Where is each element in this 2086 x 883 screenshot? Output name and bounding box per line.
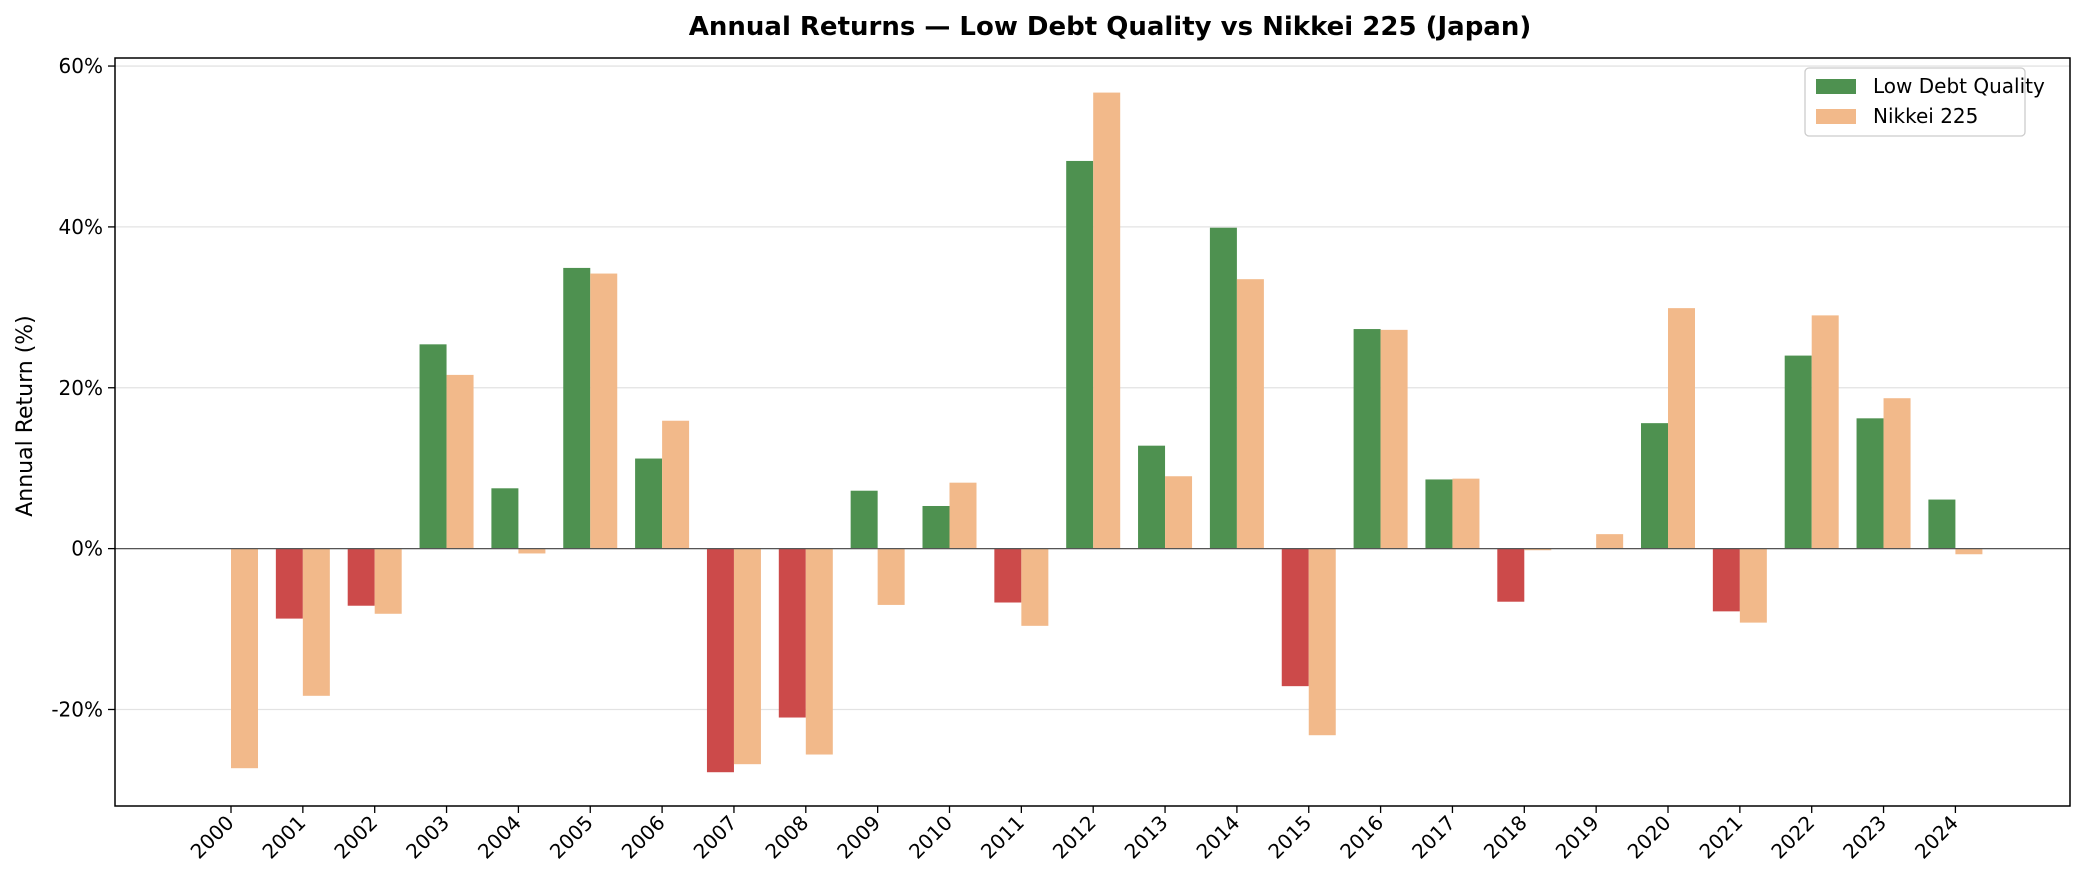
bar-nikkei-225-2017 [1452,478,1480,549]
bar-nikkei-225-2012 [1093,92,1121,549]
bar-nikkei-225-2009 [877,548,905,605]
legend-label: Nikkei 225 [1873,104,1978,128]
bar-nikkei-225-2015 [1308,548,1336,736]
x-tick-label: 2021 [1694,811,1747,864]
bar-nikkei-225-2023 [1883,398,1911,549]
bar-nikkei-225-2019 [1596,534,1624,549]
bar-low-debt-quality-2006 [635,458,663,549]
bar-low-debt-quality-2003 [419,344,447,549]
x-tick-label: 2012 [1048,811,1101,864]
x-tick-label: 2011 [976,811,1029,864]
bar-nikkei-225-2004 [518,548,546,554]
y-tick-label: 60% [59,54,103,78]
legend-box [1804,67,2026,137]
bars [231,92,1983,773]
bar-low-debt-quality-2018 [1497,548,1525,602]
x-tick-label: 2017 [1407,811,1460,864]
x-tick-label: 2023 [1838,811,1891,864]
bar-nikkei-225-2013 [1165,476,1193,549]
x-tick-label: 2000 [186,811,239,864]
legend-swatch [1816,109,1856,124]
bar-nikkei-225-2020 [1668,308,1695,549]
bar-low-debt-quality-2014 [1209,227,1237,549]
bar-low-debt-quality-2013 [1138,445,1166,549]
x-tick-label: 2001 [257,811,310,864]
bar-low-debt-quality-2004 [491,488,519,549]
bar-low-debt-quality-2024 [1928,499,1956,549]
x-tick-label: 2016 [1335,811,1388,864]
x-tick-label: 2007 [689,811,742,864]
x-tick-label: 2003 [401,811,454,864]
x-tick-label: 2002 [329,811,382,864]
x-tick-label: 2019 [1551,811,1604,864]
y-tick-label: 20% [59,376,103,400]
bar-low-debt-quality-2023 [1856,418,1884,549]
bar-low-debt-quality-2017 [1425,479,1453,549]
bar-low-debt-quality-2001 [275,548,303,619]
legend-swatch [1816,79,1856,94]
legend-label: Low Debt Quality [1873,74,2045,98]
y-axis-ticks: -20% 0% 20% 40% 60% [51,54,115,721]
bar-low-debt-quality-2002 [347,548,375,606]
bar-low-debt-quality-2022 [1784,355,1812,549]
x-tick-label: 2008 [760,811,813,864]
y-tick-label: 0% [71,537,103,561]
bar-nikkei-225-2001 [302,548,330,696]
bar-low-debt-quality-2011 [994,548,1022,603]
bar-nikkei-225-2002 [374,548,402,614]
x-tick-label: 2024 [1910,811,1963,864]
bar-low-debt-quality-2021 [1712,548,1740,612]
x-tick-label: 2005 [545,811,598,864]
y-tick-label: 40% [59,215,103,239]
bar-nikkei-225-2014 [1236,279,1264,549]
axes [114,57,2071,807]
x-axis-ticks: 2000 2001 2002 2003 2004 2005 2006 2007 2008 2009… [186,806,1963,864]
bar-nikkei-225-2003 [446,374,474,549]
y-axis-label: Annual Return (%) [13,315,38,517]
legend: Low Debt Quality Nikkei 225 [1804,67,2045,137]
y-tick-label: -20% [51,697,103,721]
bar-nikkei-225-2005 [590,273,618,549]
bar-nikkei-225-2016 [1380,329,1408,549]
bar-low-debt-quality-2012 [1066,160,1094,549]
bar-low-debt-quality-2016 [1353,329,1381,549]
x-tick-label: 2010 [904,811,957,864]
bar-nikkei-225-2021 [1739,548,1767,623]
bar-low-debt-quality-2005 [563,267,591,549]
x-tick-label: 2022 [1766,811,1819,864]
x-tick-label: 2018 [1479,811,1532,864]
x-tick-label: 2004 [473,811,526,864]
bar-nikkei-225-2024 [1955,548,1983,555]
bar-nikkei-225-2008 [805,548,833,755]
bar-low-debt-quality-2008 [778,548,806,718]
x-tick-label: 2009 [832,811,885,864]
bar-nikkei-225-2007 [733,548,761,765]
x-tick-label: 2014 [1191,811,1244,864]
x-tick-label: 2006 [617,811,670,864]
x-tick-label: 2020 [1623,811,1676,864]
bar-low-debt-quality-2015 [1281,548,1309,687]
bar-low-debt-quality-2007 [706,548,734,773]
bar-low-debt-quality-2010 [922,505,950,549]
x-tick-label: 2013 [1120,811,1173,864]
bar-nikkei-225-2006 [662,420,690,549]
bar-low-debt-quality-2009 [850,490,878,549]
bar-nikkei-225-2000 [231,548,258,769]
bar-nikkei-225-2018 [1524,548,1552,551]
plot-frame [114,57,2071,807]
bar-nikkei-225-2022 [1811,315,1839,549]
bar-nikkei-225-2010 [949,482,977,549]
bar-nikkei-225-2011 [1021,548,1049,626]
chart-title: Annual Returns — Low Debt Quality vs Nik… [689,12,1532,42]
x-tick-label: 2015 [1263,811,1316,864]
bar-low-debt-quality-2020 [1641,423,1668,549]
